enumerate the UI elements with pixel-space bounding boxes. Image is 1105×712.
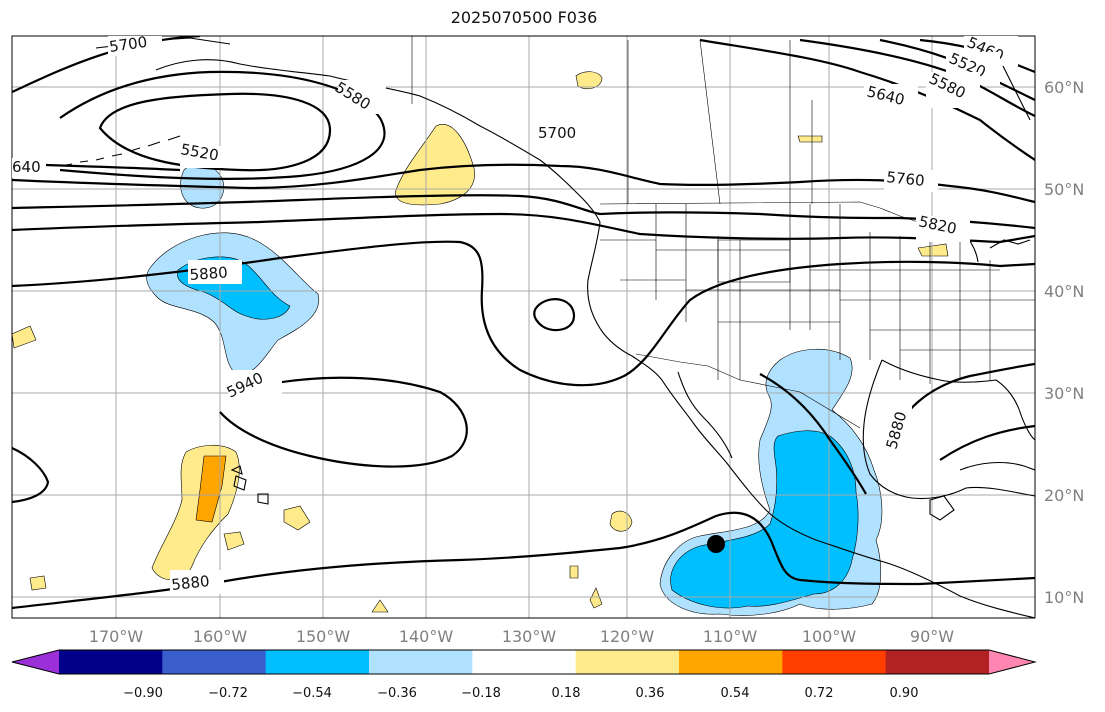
contour-label: 5880 [171,572,211,594]
colorbar-extend-high [989,650,1035,674]
map-title: 2025070500 F036 [450,8,598,27]
lat-tick-label: 40°N [1044,282,1084,301]
colorbar-segment [575,650,680,674]
lon-tick-label: 120°W [600,627,655,646]
contour-label: 5700 [538,124,576,142]
lon-tick-label: 140°W [399,627,454,646]
colorbar-segment [265,650,370,674]
colorbar-label: 0.72 [805,686,834,701]
colorbar-outline [11,649,1037,675]
colorbar-extend-low [12,650,59,674]
lon-tick-label: 150°W [296,627,351,646]
positive-anomaly-area [395,124,475,206]
positive-anomaly-area [569,565,579,579]
lat-tick-label: 50°N [1044,180,1084,199]
longitude-tick-labels: 170°W 160°W 150°W 140°W 130°W 120°W 110°… [89,627,954,646]
lat-tick-label: 10°N [1044,588,1084,607]
lat-tick-label: 30°N [1044,384,1084,403]
colorbar [11,649,1037,675]
positive-anomaly-area [917,243,949,257]
colorbar-label: −0.36 [377,686,417,701]
map-frame [11,35,1036,619]
lon-tick-label: 100°W [802,627,857,646]
lat-tick-label: 20°N [1044,486,1084,505]
colorbar-segment [782,650,887,674]
positive-anomaly-area [29,575,47,591]
contour-labels: 5700 5580 5520 640 5700 5460 5520 5580 5… [12,33,1018,594]
positive-anomaly-area [575,71,603,90]
colorbar-label: 0.36 [636,686,665,701]
contour-label: 5880 [189,263,228,284]
colorbar-segment [369,650,473,674]
contour-label: 640 [12,158,41,176]
map-area [12,36,1035,618]
colorbar-label: −0.54 [292,686,332,701]
coastlines [59,37,1035,618]
colorbar-segment [885,650,990,674]
colorbar-label: 0.90 [890,686,919,701]
positive-anomaly-area [195,455,227,523]
colorbar-label: −0.18 [461,686,501,701]
contour-label: 5700 [108,33,148,56]
positive-anomaly-area [797,135,823,143]
colorbar-label: −0.72 [208,686,248,701]
positive-anomaly-area [371,599,389,613]
colorbar-segment [679,650,783,674]
colorbar-segment [472,650,577,674]
colorbar-label: 0.54 [721,686,750,701]
lon-tick-label: 110°W [703,627,758,646]
lon-tick-label: 170°W [89,627,144,646]
colorbar-segment [162,650,267,674]
colorbar-labels: −0.90 −0.72 −0.54 −0.36 −0.18 0.18 0.36 … [123,686,918,701]
positive-anomaly-area [589,587,603,609]
colorbar-label: 0.18 [552,686,581,701]
contour-label: 5760 [886,168,926,190]
lat-tick-label: 60°N [1044,78,1084,97]
latitude-tick-labels: 60°N 50°N 40°N 30°N 20°N 10°N [1044,78,1084,607]
black-dot-marker [707,535,725,553]
colorbar-label: −0.90 [123,686,163,701]
lon-tick-label: 160°W [193,627,248,646]
colorbar-segment [59,650,163,674]
positive-anomaly-area [283,505,311,531]
graticule [12,36,1035,618]
anomaly-fill-layer [12,71,949,616]
positive-anomaly-area [12,325,37,349]
lon-tick-label: 90°W [910,627,954,646]
lon-tick-label: 130°W [502,627,557,646]
positive-anomaly-area [223,531,245,551]
